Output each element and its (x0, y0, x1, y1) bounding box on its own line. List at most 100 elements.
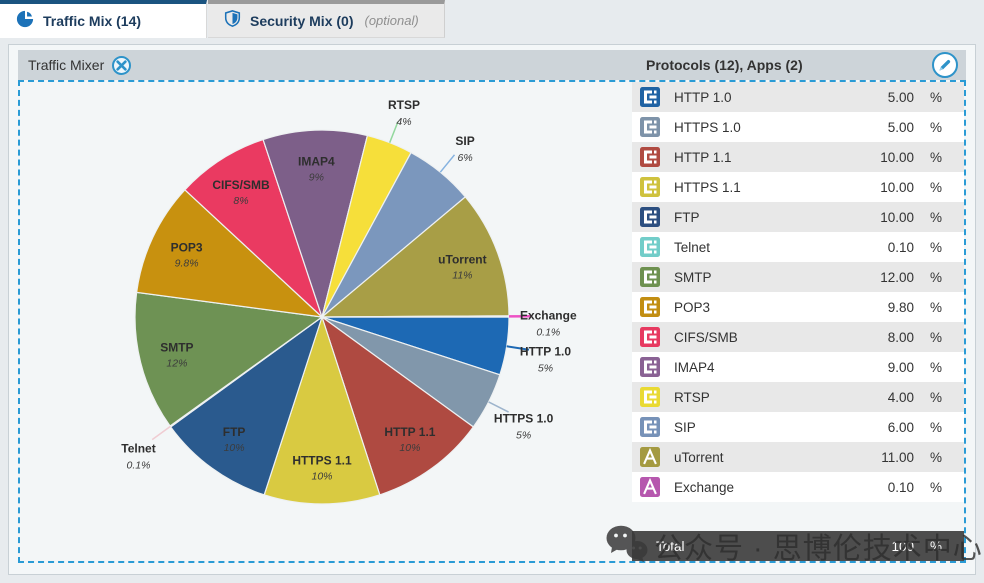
row-value[interactable]: 0.10 (887, 479, 914, 495)
protocol-icon (640, 327, 660, 347)
row-value[interactable]: 4.00 (887, 389, 914, 405)
table-row-pop3[interactable]: POP3 9.80% (632, 292, 964, 322)
table-row-telnet[interactable]: Telnet 0.10% (632, 232, 964, 262)
pie-slice-https-1-1[interactable] (263, 315, 381, 505)
pie-label: HTTPS 1.1 (292, 454, 352, 468)
pie-label: 8% (233, 195, 248, 207)
table-row-utorrent[interactable]: uTorrent 11.00% (632, 442, 964, 472)
row-name: Telnet (674, 239, 711, 255)
tab-security-mix-label: Security Mix (0) (250, 12, 354, 29)
tab-traffic-mix[interactable]: Traffic Mix (14) (0, 0, 207, 38)
pie-label: 5% (538, 362, 553, 374)
row-value[interactable]: 12.00 (880, 269, 914, 285)
row-name: HTTP 1.1 (674, 149, 732, 165)
protocol-icon (640, 387, 660, 407)
close-icon[interactable] (112, 55, 132, 75)
row-value[interactable]: 0.10 (887, 239, 914, 255)
pie-slice-pop3[interactable] (135, 189, 324, 318)
table-row-http-1-0[interactable]: HTTP 1.0 5.00% (632, 82, 964, 112)
row-value[interactable]: 8.00 (887, 329, 914, 345)
row-name: uTorrent (674, 449, 724, 465)
pie-slice-smtp[interactable] (134, 291, 324, 427)
pie-label: 9% (309, 172, 324, 184)
tab-security-optional-label: (optional) (364, 13, 419, 28)
row-value[interactable]: 6.00 (887, 419, 914, 435)
app-icon (640, 477, 660, 497)
pie-label: 0.1% (127, 459, 151, 471)
panel-header: Traffic Mixer Protocols (12), Apps (2) (18, 50, 966, 80)
pie-leader-line (389, 121, 399, 143)
pie-label: IMAP4 (298, 155, 335, 169)
row-unit: % (930, 299, 943, 315)
row-unit: % (930, 359, 943, 375)
protocol-icon (640, 267, 660, 287)
table-row-ftp[interactable]: FTP 10.00% (632, 202, 964, 232)
row-unit: % (930, 389, 943, 405)
row-value[interactable]: 5.00 (887, 119, 914, 135)
pie-label: SMTP (160, 340, 193, 354)
protocol-icon (640, 357, 660, 377)
row-unit: % (930, 419, 943, 435)
table-row-http-1-1[interactable]: HTTP 1.1 10.00% (632, 142, 964, 172)
shield-icon (224, 9, 241, 32)
pie-label: FTP (223, 425, 246, 439)
row-name: IMAP4 (674, 359, 715, 375)
traffic-mix-panel: Traffic Mixer Protocols (12), Apps (2) H… (8, 44, 976, 575)
pie-slice-cifs-smb[interactable] (184, 138, 323, 318)
traffic-mixer-title: Traffic Mixer (28, 57, 105, 73)
row-value[interactable]: 9.00 (887, 359, 914, 375)
pie-slice-ftp[interactable] (169, 315, 324, 496)
pie-slice-http-1-1[interactable] (320, 315, 475, 496)
row-value[interactable]: 9.80 (887, 299, 914, 315)
row-value[interactable]: 11.00 (881, 449, 914, 465)
table-row-exchange[interactable]: Exchange 0.10% (632, 472, 964, 502)
row-unit: % (930, 89, 943, 105)
row-value[interactable]: 5.00 (887, 89, 914, 105)
row-name: HTTPS 1.0 (674, 119, 741, 135)
table-row-sip[interactable]: SIP 6.00% (632, 412, 964, 442)
pie-label: 0.1% (536, 326, 560, 338)
pie-label: 10% (224, 442, 245, 454)
pie-label: 12% (166, 357, 187, 369)
tab-security-mix[interactable]: Security Mix (0) (optional) (208, 0, 445, 38)
pie-label: uTorrent (438, 252, 486, 266)
protocol-icon (640, 117, 660, 137)
pie-label: 10% (399, 442, 420, 454)
pie-label: 10% (311, 471, 332, 483)
pie-label: 6% (458, 152, 473, 164)
row-unit: % (930, 119, 943, 135)
protocols-table: HTTP 1.0 5.00% HTTPS 1.0 5.00% HTTP 1.1 10.00… (632, 82, 964, 502)
protocol-icon (640, 147, 660, 167)
row-value[interactable]: 10.00 (880, 179, 914, 195)
protocols-apps-title: Protocols (12), Apps (2) (646, 57, 803, 73)
app-icon (640, 447, 660, 467)
tab-traffic-mix-label: Traffic Mix (14) (43, 13, 142, 29)
row-unit: % (930, 239, 943, 255)
row-unit: % (930, 479, 943, 495)
edit-pencil-icon[interactable] (932, 52, 958, 78)
pie-leader-line (151, 425, 171, 441)
row-unit: % (930, 329, 943, 345)
table-row-https-1-0[interactable]: HTTPS 1.0 5.00% (632, 112, 964, 142)
row-value[interactable]: 10.00 (880, 149, 914, 165)
total-label: Total (656, 538, 685, 554)
table-row-smtp[interactable]: SMTP 12.00% (632, 262, 964, 292)
pie-slice-utorrent[interactable] (320, 196, 510, 318)
table-row-rtsp[interactable]: RTSP 4.00% (632, 382, 964, 412)
pie-slice-imap4[interactable] (262, 129, 369, 320)
pie-label: HTTP 1.0 (520, 344, 571, 358)
row-name: RTSP (674, 389, 710, 405)
table-row-https-1-1[interactable]: HTTPS 1.1 10.00% (632, 172, 964, 202)
pie-label: RTSP (388, 98, 420, 112)
table-row-imap4[interactable]: IMAP4 9.00% (632, 352, 964, 382)
total-value: 100 (891, 538, 914, 554)
protocol-icon (640, 87, 660, 107)
pie-label: Exchange (520, 308, 577, 322)
table-row-cifs-smb[interactable]: CIFS/SMB 8.00% (632, 322, 964, 352)
row-value[interactable]: 10.00 (880, 209, 914, 225)
traffic-mix-pie-chart: HTTP 1.0 5% HTTPS 1.0 5% HTTP 1.1 10% HTTPS 1.… (121, 98, 577, 505)
row-name: Exchange (674, 479, 735, 495)
pie-label: 4% (396, 116, 411, 128)
row-unit: % (930, 209, 943, 225)
